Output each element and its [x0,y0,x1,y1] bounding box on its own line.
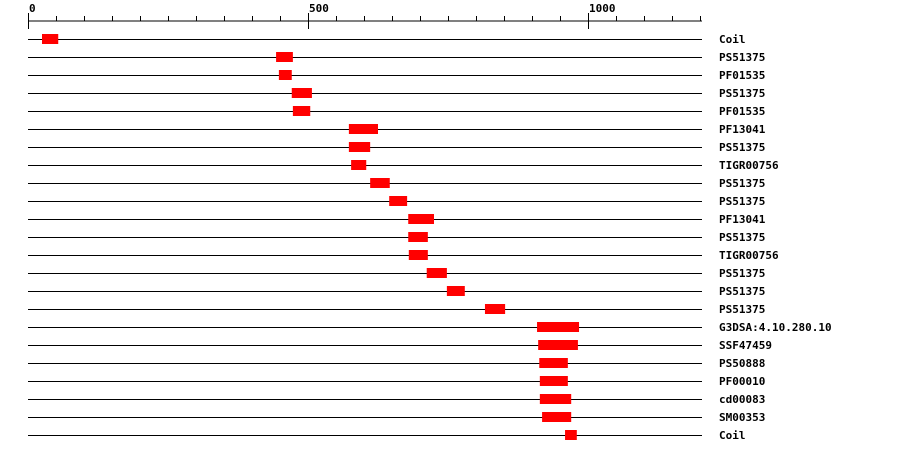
domain-bar [389,196,408,206]
track-row: cd00083 [28,393,765,406]
track-label: PF01535 [719,69,765,82]
track-label: Coil [719,33,746,46]
domain-bar [408,214,434,224]
domain-bar [278,70,292,80]
track-label: PS51375 [719,303,765,316]
domain-bar [276,52,293,62]
track-row: PS51375 [28,195,765,208]
domain-bar [542,412,572,422]
track-row: PS51375 [28,303,765,316]
track-label: PF01535 [719,105,765,118]
domain-bar [370,178,390,188]
domain-bar [538,340,578,350]
domain-bar [291,88,312,98]
track-row: PF01535 [28,105,765,118]
track-label: SSF47459 [719,339,772,352]
track-row: PS51375 [28,231,765,244]
track-label: PS51375 [719,51,765,64]
domain-bar [539,376,568,386]
track-label: PF13041 [719,123,766,136]
track-label: PS51375 [719,231,765,244]
track-row: G3DSA:4.10.280.10 [28,321,832,334]
track-row: SSF47459 [28,339,772,352]
track-row: PS51375 [28,177,765,190]
domain-bar [537,322,580,332]
track-label: PS50888 [719,357,765,370]
track-row: Coil [28,33,746,46]
track-label: PS51375 [719,177,765,190]
domain-bar [484,304,506,314]
track-row: PS51375 [28,285,765,298]
domain-bar [565,430,577,440]
domain-bar [292,106,311,116]
domain-bar [446,286,465,296]
track-label: G3DSA:4.10.280.10 [719,321,832,334]
track-row: PS51375 [28,267,765,280]
track-row: SM00353 [28,411,765,424]
domain-bar [539,358,568,368]
track-label: PS51375 [719,195,765,208]
tick-label: 500 [309,2,329,15]
track-label: PS51375 [719,285,765,298]
domain-bar [426,268,447,278]
track-row: PF13041 [28,213,766,226]
track-row: TIGR00756 [28,159,779,172]
domain-bar [42,34,59,44]
track-row: PS51375 [28,87,765,100]
domain-bar [408,250,428,260]
domain-bar [351,160,367,170]
domain-bar [348,142,371,152]
ruler-axis: 0 500 1000 [28,2,702,29]
track-row: PF00010 [28,375,765,388]
track-label: PF00010 [719,375,765,388]
domain-bar [408,232,428,242]
track-label: PS51375 [719,267,765,280]
track-row: PF01535 [28,69,765,82]
track-row: PS51375 [28,141,765,154]
track-row: Coil [28,429,746,442]
track-label: TIGR00756 [719,159,779,172]
track-label: TIGR00756 [719,249,779,262]
track-row: TIGR00756 [28,249,779,262]
domain-tracks: Coil PS51375 PF01535 PS51375 PF01535 PF13041 P… [28,33,832,442]
tick-label: 1000 [589,2,616,15]
track-label: PS51375 [719,141,765,154]
track-row: PF13041 [28,123,766,136]
track-row: PS50888 [28,357,765,370]
domain-bar [348,124,378,134]
track-label: PF13041 [719,213,766,226]
domain-bar [539,394,572,404]
track-row: PS51375 [28,51,765,64]
tick-label: 0 [29,2,36,15]
track-label: Coil [719,429,746,442]
track-label: cd00083 [719,393,765,406]
track-label: SM00353 [719,411,765,424]
track-label: PS51375 [719,87,765,100]
